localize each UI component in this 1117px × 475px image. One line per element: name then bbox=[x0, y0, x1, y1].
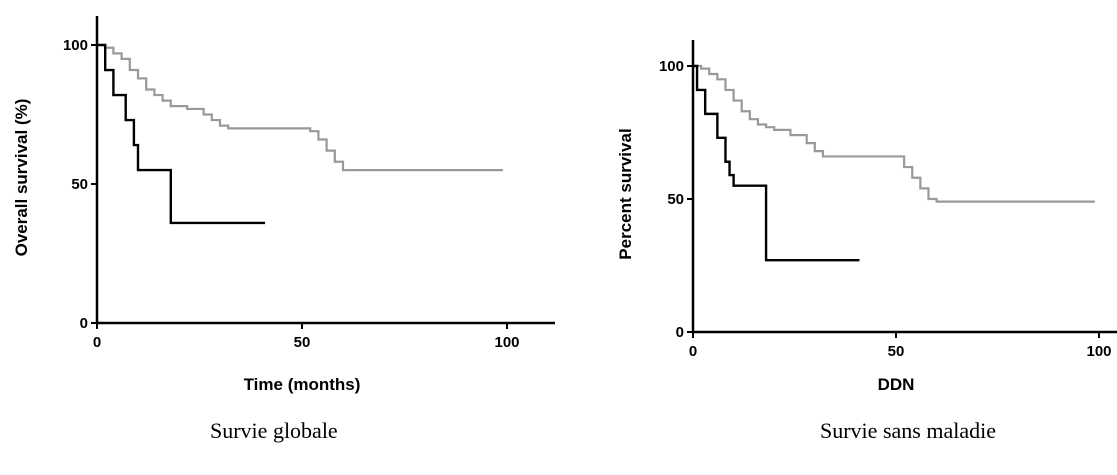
chart-panel-2: 0 50 100 0 50 100 DDN Percent survival Survie sa… bbox=[616, 40, 1117, 443]
y-axis-label: Overall survival (%) bbox=[12, 99, 31, 257]
survival-curve-1 bbox=[97, 43, 503, 172]
chart-caption: Survie sans maladie bbox=[820, 418, 996, 443]
survival-curve-2 bbox=[97, 43, 266, 225]
x-tick-label: 50 bbox=[294, 334, 311, 351]
y-tick-label: 100 bbox=[659, 58, 684, 75]
y-tick-label: 0 bbox=[80, 315, 88, 332]
survival-curve-2 bbox=[693, 64, 860, 262]
survival-curve-1 bbox=[693, 64, 1095, 203]
x-tick-label: 0 bbox=[93, 334, 101, 351]
y-tick-label: 50 bbox=[667, 191, 684, 208]
y-tick-label: 0 bbox=[676, 324, 684, 341]
x-tick-label: 0 bbox=[689, 343, 697, 360]
y-axis-label: Percent survival bbox=[616, 128, 635, 259]
x-tick-label: 50 bbox=[888, 343, 905, 360]
x-tick-label: 100 bbox=[1086, 343, 1111, 360]
x-axis-label: Time (months) bbox=[244, 375, 361, 394]
chart-panel-1: 0 50 100 0 50 100 Time (months) Overall surviva… bbox=[12, 16, 555, 443]
y-tick-label: 50 bbox=[71, 176, 88, 193]
x-axis-label: DDN bbox=[878, 375, 915, 394]
chart-caption: Survie globale bbox=[210, 418, 338, 443]
x-tick-label: 100 bbox=[494, 334, 519, 351]
y-tick-label: 100 bbox=[63, 37, 88, 54]
